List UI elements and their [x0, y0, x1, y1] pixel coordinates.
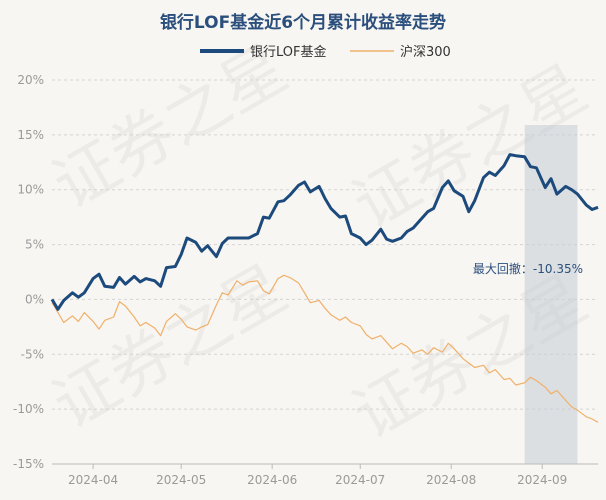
- y-tick-label: -10%: [13, 402, 44, 416]
- series-layer: [50, 153, 599, 423]
- x-tick-label: 2024-05: [156, 473, 206, 487]
- x-tick-label: 2024-06: [247, 473, 297, 487]
- legend-label-index: 沪深300: [400, 44, 451, 60]
- y-tick-label: -5%: [21, 347, 44, 361]
- series-line-fund: [50, 153, 599, 311]
- x-tick-label: 2024-07: [335, 473, 385, 487]
- y-tick-label: 0%: [25, 292, 44, 306]
- y-tick-label: 5%: [25, 238, 44, 252]
- max-drawdown-label: 最大回撤：-10.35%: [473, 261, 583, 276]
- y-tick-label: -15%: [13, 457, 44, 471]
- annotation-layer: 最大回撤：-10.35%: [473, 261, 583, 276]
- watermark-text: 证券之星: [41, 32, 300, 224]
- legend-label-fund: 银行LOF基金: [250, 44, 327, 60]
- legend: 银行LOF基金 沪深300: [200, 44, 451, 60]
- chart-title: 银行LOF基金近6个月累计收益率走势: [159, 13, 447, 33]
- axis-layer: 20% 15% 10% 5% 0% -5% -10% -15% 2024-04 2024-05 20…: [13, 73, 598, 487]
- x-tick-label: 2024-09: [517, 473, 567, 487]
- series-line-index: [51, 274, 599, 423]
- drawdown-region: [524, 125, 578, 464]
- y-tick-label: 20%: [17, 73, 44, 87]
- y-tick-label: 10%: [17, 183, 44, 197]
- x-tick-label: 2024-08: [426, 473, 476, 487]
- y-tick-label: 15%: [17, 128, 44, 142]
- x-tick-label: 2024-04: [68, 473, 118, 487]
- watermark-text: 证券之星: [41, 252, 300, 444]
- drawdown-shade: [524, 125, 578, 464]
